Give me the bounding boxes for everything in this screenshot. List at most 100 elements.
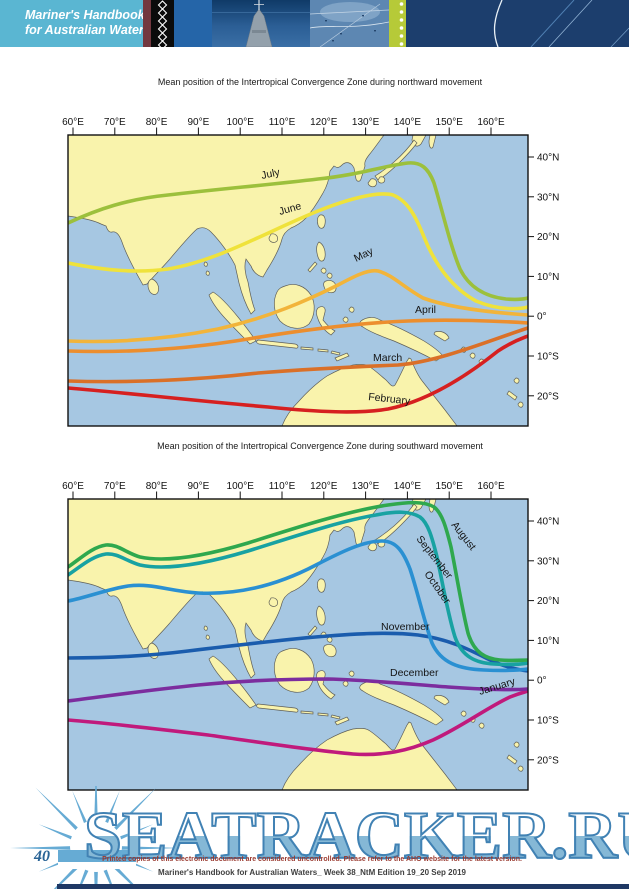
landmass — [316, 605, 326, 626]
x-tick-label: 80°E — [146, 117, 168, 128]
map-canvas: JanuaryDecemberNovemberOctoberSeptemberA… — [68, 499, 528, 790]
chart-title-southward: Mean position of the Intertropical Conve… — [157, 441, 483, 451]
landmass — [469, 352, 476, 359]
landmass — [281, 357, 458, 426]
band-black-chain — [151, 0, 174, 50]
x-tick-label: 130°E — [352, 481, 380, 492]
map-frame — [67, 134, 529, 427]
landmass — [326, 272, 333, 279]
chart-southward: Mean position of the Intertropical Conve… — [60, 436, 580, 797]
landmass — [460, 710, 467, 717]
landmass — [256, 703, 299, 713]
landmass — [300, 346, 314, 351]
curve-october — [68, 539, 528, 673]
landmass — [334, 352, 350, 362]
landmass — [348, 670, 355, 677]
y-tick-label: 0° — [537, 312, 547, 323]
month-label-march: March — [373, 352, 402, 364]
x-tick-label: 150°E — [436, 117, 464, 128]
x-tick-label: 90°E — [188, 117, 210, 128]
curve-june — [68, 192, 528, 311]
month-label-february: February — [368, 391, 412, 407]
chart-northward: Mean position of the Intertropical Conve… — [60, 72, 580, 433]
landmass — [517, 765, 524, 772]
landmass — [68, 499, 385, 679]
footer-note-uncontrolled: Printed copies of this electronic docume… — [102, 856, 522, 863]
sun-ray — [10, 845, 81, 851]
landmass — [513, 741, 520, 748]
handbook-title: Mariner's Handbook for Australian Waters — [25, 8, 151, 38]
x-tick-label: 140°E — [394, 117, 422, 128]
y-tick-label: 10°S — [537, 352, 559, 363]
curve-january — [68, 689, 528, 757]
nautical-chart-photo — [309, 0, 390, 48]
curve-february — [68, 334, 528, 414]
x-tick-label: 70°E — [104, 481, 126, 492]
bottom-bar — [57, 884, 629, 889]
landmass — [506, 390, 518, 401]
x-tick-label: 110°E — [269, 117, 296, 128]
landmass — [342, 316, 349, 323]
y-tick-label: 20°S — [537, 391, 559, 402]
x-tick-label: 130°E — [352, 117, 380, 128]
sun-ray — [35, 787, 87, 839]
map-frame — [67, 498, 529, 791]
x-tick-label: 160°E — [477, 481, 505, 492]
landmass — [428, 135, 437, 149]
x-tick-label: 60°E — [62, 117, 84, 128]
header-banner: Mariner's Handbook for Australian Waters — [0, 0, 629, 50]
month-label-july: July — [260, 166, 281, 182]
y-tick-label: 40°N — [537, 517, 559, 528]
x-tick-label: 120°E — [310, 117, 338, 128]
x-tick-label: 70°E — [104, 117, 126, 128]
sun-horizon-bar — [58, 850, 136, 862]
footer-note-edition: Mariner's Handbook for Australian Waters… — [158, 868, 466, 877]
landmass — [320, 267, 327, 274]
landmass — [203, 625, 208, 631]
y-tick-label: 20°N — [537, 232, 559, 243]
landmass — [268, 233, 278, 243]
sun-logo-icon — [10, 786, 182, 889]
landmass — [478, 722, 485, 729]
landmass — [256, 339, 299, 349]
landmass — [433, 331, 450, 342]
x-tick-label: 160°E — [477, 117, 505, 128]
curve-april — [68, 318, 528, 354]
map-svg-2: JanuaryDecemberNovemberOctoberSeptemberA… — [62, 481, 559, 791]
y-tick-label: 10°N — [537, 636, 559, 647]
x-tick-label: 100°E — [227, 117, 255, 128]
band-blue — [174, 0, 212, 47]
landmass — [317, 214, 326, 229]
curve-may — [68, 268, 528, 344]
landmass — [517, 401, 524, 408]
handbook-title-line1: Mariner's Handbook — [25, 8, 145, 22]
landmass — [359, 681, 444, 726]
landmass — [326, 636, 333, 643]
band-lime — [389, 0, 406, 47]
y-tick-label: 30°N — [537, 556, 559, 567]
y-tick-label: 10°N — [537, 272, 559, 283]
chart-title-northward: Mean position of the Intertropical Conve… — [157, 77, 483, 87]
curve-march — [68, 326, 528, 384]
ship-photo — [212, 0, 310, 48]
landmass — [323, 644, 337, 658]
landmass — [147, 278, 159, 295]
band-lightblue: Mariner's Handbook for Australian Waters — [0, 0, 151, 47]
y-tick-label: 10°S — [537, 716, 559, 727]
landmass — [377, 176, 386, 184]
x-tick-label: 110°E — [269, 481, 296, 492]
y-tick-label: 20°S — [537, 755, 559, 766]
band-maroon — [143, 0, 151, 47]
landmass — [348, 306, 355, 313]
dots-pattern-icon — [399, 2, 404, 46]
x-tick-label: 150°E — [436, 481, 464, 492]
x-tick-label: 100°E — [227, 481, 255, 492]
x-tick-label: 60°E — [62, 481, 84, 492]
curve-september — [68, 510, 528, 667]
ship-bow-icon — [212, 0, 310, 48]
landmass — [330, 714, 341, 720]
curve-december — [68, 677, 528, 703]
